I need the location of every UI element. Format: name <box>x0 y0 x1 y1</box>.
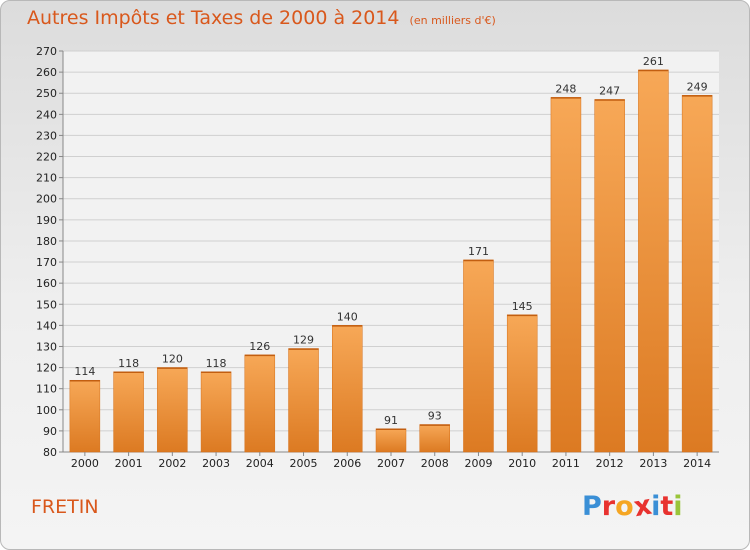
data-label: 247 <box>599 85 620 98</box>
bar <box>200 371 232 453</box>
bar <box>594 99 625 453</box>
bar <box>463 259 494 453</box>
logo-letter: r <box>601 491 616 522</box>
y-tick-label: 240 <box>36 108 57 121</box>
bar <box>244 354 276 453</box>
bar <box>638 69 669 453</box>
data-label: 171 <box>468 245 489 258</box>
bar <box>69 379 101 453</box>
y-tick-label: 220 <box>36 151 57 164</box>
commune-name: FRETIN <box>31 496 99 518</box>
x-tick-label: 2000 <box>71 457 99 470</box>
x-tick-label: 2012 <box>596 457 624 470</box>
x-tick-label: 2011 <box>552 457 580 470</box>
bar <box>550 97 582 453</box>
y-tick-label: 130 <box>36 340 57 353</box>
logo-letter: i <box>673 491 683 522</box>
y-tick-label: 140 <box>36 319 57 332</box>
data-label: 118 <box>118 357 139 370</box>
data-label: 261 <box>643 55 664 68</box>
x-tick-label: 2013 <box>639 457 667 470</box>
y-tick-label: 110 <box>36 383 57 396</box>
x-tick-label: 2008 <box>421 457 449 470</box>
bar <box>157 367 188 453</box>
data-label: 126 <box>249 340 270 353</box>
x-tick-label: 2007 <box>377 457 405 470</box>
y-tick-label: 190 <box>36 214 57 227</box>
data-label: 93 <box>428 410 442 423</box>
y-tick-label: 160 <box>36 277 57 290</box>
logo-letter: i <box>651 491 661 522</box>
y-tick-label: 170 <box>36 256 57 269</box>
data-label: 120 <box>162 353 183 366</box>
chart-subtitle: (en milliers d'€) <box>409 14 496 27</box>
y-tick-label: 270 <box>36 45 57 58</box>
y-tick-label: 120 <box>36 362 57 375</box>
bar <box>419 424 450 453</box>
y-tick-label: 230 <box>36 129 57 142</box>
bar <box>681 95 713 453</box>
bar <box>288 348 319 453</box>
x-tick-label: 2014 <box>683 457 711 470</box>
data-label: 118 <box>206 357 227 370</box>
x-tick-label: 2002 <box>158 457 186 470</box>
chart-title: Autres Impôts et Taxes de 2000 à 2014 (e… <box>27 7 496 29</box>
bar <box>375 428 407 453</box>
proxiti-logo: Proxiti <box>582 490 683 524</box>
x-tick-label: 2006 <box>333 457 361 470</box>
bar <box>506 314 538 453</box>
title-text: Autres Impôts et Taxes de 2000 à 2014 <box>27 7 400 29</box>
y-tick-label: 150 <box>36 298 57 311</box>
y-tick-label: 180 <box>36 235 57 248</box>
bar <box>113 371 144 453</box>
y-tick-label: 100 <box>36 404 57 417</box>
logo-letter: P <box>582 491 602 522</box>
x-tick-label: 2005 <box>290 457 318 470</box>
data-label: 249 <box>687 80 708 93</box>
x-tick-label: 2010 <box>508 457 536 470</box>
y-tick-label: 80 <box>43 446 57 459</box>
y-tick-label: 90 <box>43 425 57 438</box>
data-label: 145 <box>512 300 533 313</box>
data-label: 114 <box>74 365 95 378</box>
y-tick-label: 200 <box>36 193 57 206</box>
logo-letter: t <box>660 491 674 522</box>
x-tick-label: 2009 <box>464 457 492 470</box>
y-tick-label: 260 <box>36 66 57 79</box>
x-tick-label: 2001 <box>115 457 143 470</box>
x-tick-label: 2004 <box>246 457 274 470</box>
bar <box>332 325 363 453</box>
data-label: 140 <box>337 310 358 323</box>
data-label: 91 <box>384 414 398 427</box>
logo-letter: o <box>615 491 634 522</box>
x-tick-label: 2003 <box>202 457 230 470</box>
data-label: 129 <box>293 334 314 347</box>
y-tick-label: 250 <box>36 87 57 100</box>
y-tick-label: 210 <box>36 172 57 185</box>
data-label: 248 <box>555 82 576 95</box>
